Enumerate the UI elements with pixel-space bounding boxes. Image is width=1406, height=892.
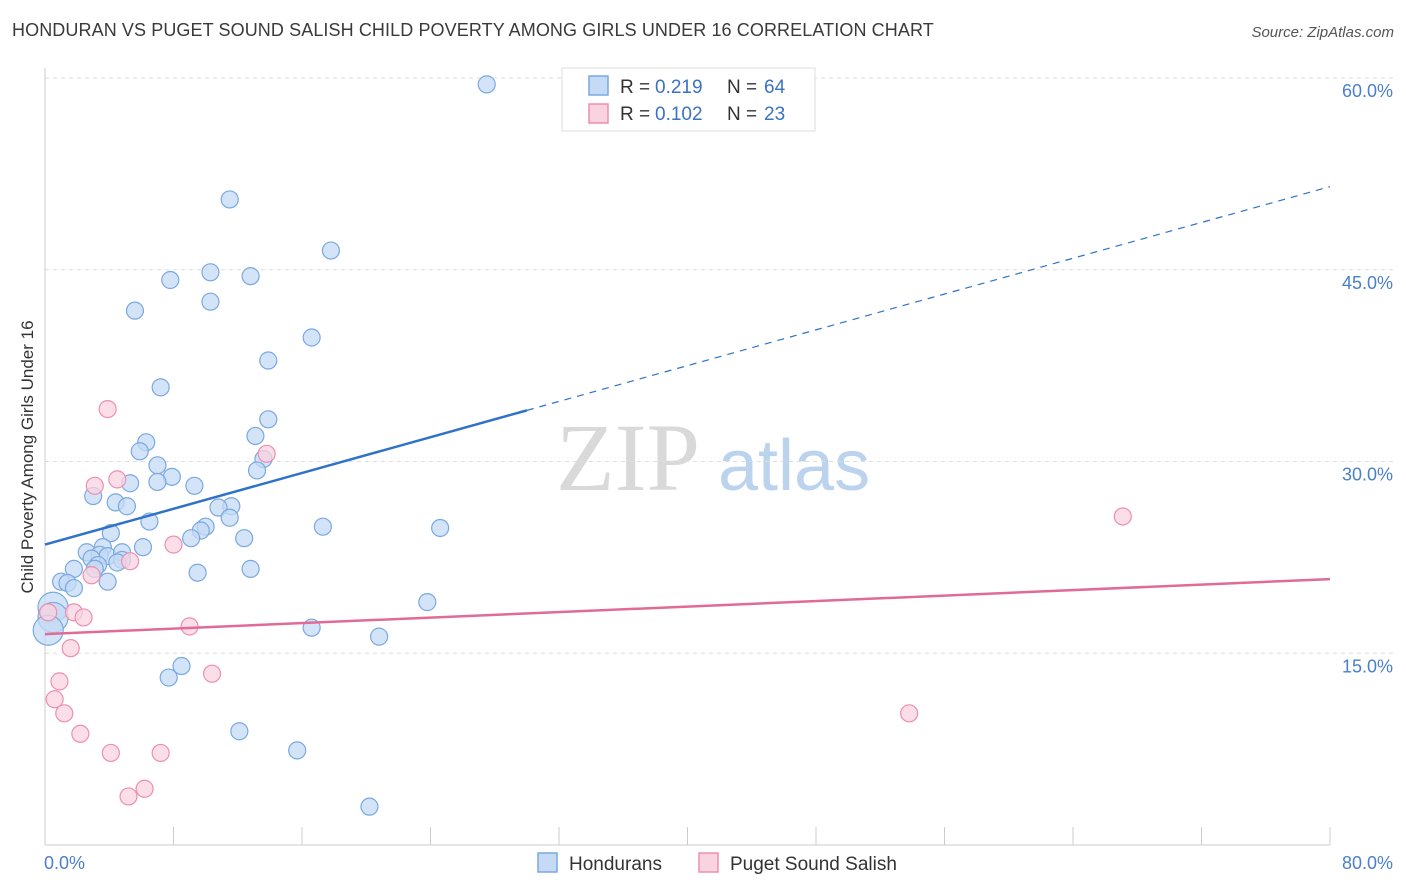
data-point-hondurans xyxy=(321,241,341,260)
data-point-salish xyxy=(45,690,64,709)
data-point-salish xyxy=(1113,507,1132,526)
data-point-hondurans xyxy=(133,538,153,557)
legend-n-value-2: 23 xyxy=(764,104,785,125)
y-tick-labels: 15.0% 30.0% 45.0% 60.0% xyxy=(1342,81,1393,676)
legend-r-value-2: 0.102 xyxy=(655,104,703,125)
data-point-hondurans xyxy=(148,472,167,492)
legend-swatch-salish xyxy=(588,103,609,124)
legend-n-label-1: N = xyxy=(727,77,757,98)
trend-lines xyxy=(44,186,1331,636)
data-point-salish xyxy=(257,444,276,463)
data-point-hondurans xyxy=(259,351,278,370)
data-point-hondurans xyxy=(117,497,137,516)
data-point-salish xyxy=(151,743,170,763)
data-point-salish xyxy=(121,552,140,571)
y-axis-title: Child Poverty Among Girls Under 16 xyxy=(18,320,37,593)
data-point-hondurans xyxy=(182,529,201,548)
chart-title: HONDURAN VS PUGET SOUND SALISH CHILD POV… xyxy=(12,20,934,40)
data-point-salish xyxy=(82,566,101,585)
data-point-salish xyxy=(39,603,58,622)
series-hondurans-points xyxy=(32,75,496,816)
chart-source: Source: ZipAtlas.com xyxy=(1251,24,1394,41)
data-point-hondurans xyxy=(230,722,249,741)
data-point-hondurans xyxy=(125,301,145,320)
y-tick-label: 45.0% xyxy=(1342,273,1393,293)
data-point-salish xyxy=(55,704,74,723)
data-point-hondurans xyxy=(235,529,254,548)
legend-r-label-2: R = xyxy=(620,104,650,125)
data-point-salish xyxy=(108,470,127,489)
trend-line-hondurans xyxy=(44,409,528,546)
data-point-hondurans xyxy=(302,328,321,347)
data-point-hondurans xyxy=(220,190,239,209)
watermark-atlas: atlas xyxy=(718,426,870,506)
data-point-salish xyxy=(101,743,120,763)
x-ticks xyxy=(44,827,1331,845)
trend-line-salish xyxy=(44,577,1331,636)
y-tick-label: 60.0% xyxy=(1342,81,1393,101)
data-point-hondurans xyxy=(148,456,167,475)
data-point-hondurans xyxy=(151,378,170,397)
data-point-salish xyxy=(71,724,90,743)
data-point-hondurans xyxy=(288,741,307,760)
data-point-hondurans xyxy=(360,797,379,816)
data-point-hondurans xyxy=(64,578,84,598)
data-point-salish xyxy=(119,787,138,806)
legend-n-value-1: 64 xyxy=(764,77,786,98)
y-tick-label: 30.0% xyxy=(1342,465,1393,485)
data-point-hondurans xyxy=(98,572,117,591)
legend-swatch-hondurans xyxy=(588,75,609,96)
data-point-hondurans xyxy=(259,410,278,429)
data-point-salish xyxy=(61,639,80,658)
x-tick-label-max: 80.0% xyxy=(1342,853,1393,873)
legend-r-value-1: 0.219 xyxy=(655,77,703,98)
trend-line-hondurans-extension xyxy=(526,186,1331,411)
bottom-legend: Hondurans Puget Sound Salish xyxy=(537,852,897,875)
data-point-salish xyxy=(50,672,69,691)
data-point-hondurans xyxy=(101,523,120,543)
data-point-hondurans xyxy=(159,668,178,687)
data-point-hondurans xyxy=(431,518,450,538)
data-point-hondurans xyxy=(161,270,180,290)
data-point-hondurans xyxy=(220,508,239,527)
data-point-hondurans xyxy=(418,593,437,612)
legend-r-label-1: R = xyxy=(620,77,650,98)
data-point-hondurans xyxy=(241,267,260,286)
series-salish-points xyxy=(39,399,1132,806)
data-point-salish xyxy=(98,399,117,419)
bottom-legend-label-hondurans: Hondurans xyxy=(569,854,662,875)
data-point-hondurans xyxy=(201,292,220,311)
data-point-hondurans xyxy=(188,563,207,582)
y-tick-label: 15.0% xyxy=(1342,656,1393,676)
x-tick-label-min: 0.0% xyxy=(44,853,85,873)
data-point-salish xyxy=(74,608,93,627)
legend-box: R = 0.219 N = 64 R = 0.102 N = 23 xyxy=(561,67,816,132)
bottom-legend-swatch-salish xyxy=(698,852,719,873)
data-point-hondurans xyxy=(209,498,228,517)
data-point-hondurans xyxy=(172,656,191,676)
legend-n-label-2: N = xyxy=(727,104,757,125)
data-point-salish xyxy=(135,779,154,798)
data-point-hondurans xyxy=(241,559,260,578)
data-point-hondurans xyxy=(477,75,496,94)
bottom-legend-label-salish: Puget Sound Salish xyxy=(730,854,897,875)
data-point-hondurans xyxy=(313,517,332,536)
data-point-hondurans xyxy=(246,426,265,446)
data-point-hondurans xyxy=(201,263,220,282)
data-point-hondurans xyxy=(185,476,204,495)
data-point-hondurans xyxy=(130,442,149,461)
data-point-hondurans xyxy=(247,461,267,480)
watermark-zip: ZIP xyxy=(556,404,700,511)
bottom-legend-swatch-hondurans xyxy=(537,852,558,873)
data-point-salish xyxy=(164,535,183,554)
data-point-salish xyxy=(202,664,222,683)
data-point-salish xyxy=(85,476,104,495)
data-point-salish xyxy=(900,704,919,723)
data-point-hondurans xyxy=(370,627,389,646)
